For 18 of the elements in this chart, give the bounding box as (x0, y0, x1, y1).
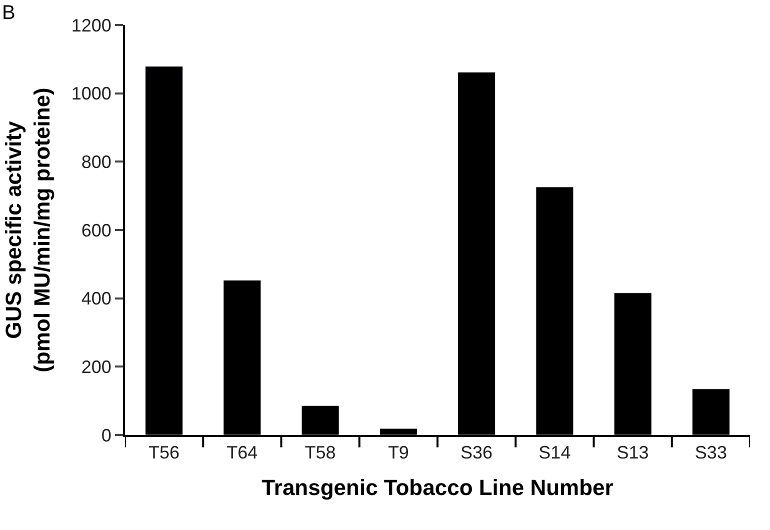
x-tick-label: S36 (460, 442, 493, 463)
x-tick-label: T64 (226, 442, 258, 463)
y-tick-label: 0 (101, 425, 112, 446)
x-tick-label: S33 (694, 442, 727, 463)
x-tick-label: S13 (616, 442, 649, 463)
y-tick-label: 1000 (71, 84, 112, 104)
y-tick-label: 400 (81, 288, 112, 309)
y-axis-title: GUS specific activity (pmol MU/min/mg proteine) (1, 88, 55, 372)
y-tick-label: 600 (81, 220, 112, 240)
x-tick-label: T58 (304, 442, 336, 463)
y-tick-label: 800 (81, 152, 112, 172)
x-tick-label: S14 (538, 442, 571, 463)
y-tick-label: 200 (81, 356, 112, 377)
x-tick-label: T56 (148, 442, 180, 463)
y-tick-label: 1200 (71, 15, 112, 36)
text: B (2, 2, 16, 24)
x-axis-title: Transgenic Tobacco Line Number (262, 475, 614, 500)
x-tick-label: T9 (388, 442, 409, 463)
